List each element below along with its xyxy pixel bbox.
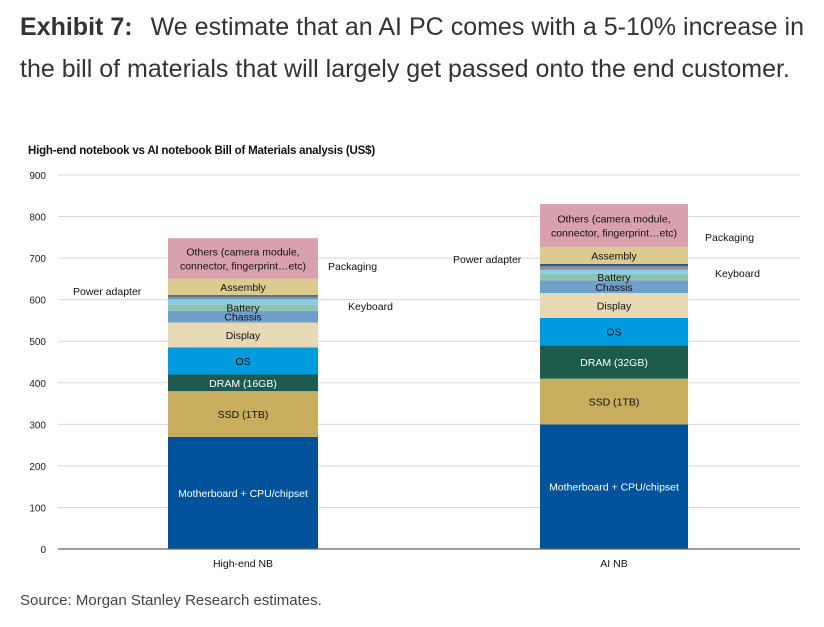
segment-label-assembly: Assembly [591, 250, 637, 262]
y-tick-label: 500 [29, 337, 46, 348]
x-tick-label: AI NB [600, 558, 627, 570]
segment-label-battery: Battery [226, 303, 260, 315]
bar-segment-chassis [168, 310, 318, 323]
exhibit-text: We estimate that an AI PC comes with a 5… [20, 13, 805, 83]
segment-label-others: connector, fingerprint…etc) [551, 227, 677, 239]
bar-segment-others [540, 204, 688, 247]
bar-segment-chassis [540, 280, 688, 294]
segment-label-others: Others (camera module, [557, 213, 670, 225]
segment-label-dram: DRAM (16GB) [209, 378, 277, 390]
bar-segment-packaging [540, 263, 688, 267]
exhibit-heading: Exhibit 7: We estimate that an AI PC come… [20, 6, 804, 90]
outside-label-keyboard: Keyboard [348, 301, 393, 313]
bar-segment-os [168, 347, 318, 375]
segment-label-motherboard: Motherboard + CPU/chipset [178, 488, 308, 500]
segment-label-motherboard: Motherboard + CPU/chipset [549, 482, 679, 494]
bar-segment-assembly [540, 246, 688, 264]
segment-label-chassis: Chassis [595, 282, 632, 294]
y-tick-label: 700 [29, 254, 46, 265]
y-tick-label: 800 [29, 213, 46, 224]
segment-label-assembly: Assembly [220, 282, 266, 294]
y-tick-label: 900 [29, 171, 46, 182]
outside-label-keyboard: Keyboard [715, 268, 760, 280]
segment-label-others: connector, fingerprint…etc) [180, 260, 306, 272]
bar-segment-battery [168, 304, 318, 311]
segment-label-os: OS [235, 356, 250, 368]
exhibit-label: Exhibit 7: [20, 13, 133, 41]
segment-label-others: Others (camera module, [186, 246, 299, 258]
bar-segment-keyboard [168, 299, 318, 305]
outside-label-power: Power adapter [453, 254, 522, 266]
bar-segment-os [540, 317, 688, 346]
bar-segment-display [168, 322, 318, 348]
bar-segment-others [168, 238, 318, 279]
source-note: Source: Morgan Stanley Research estimate… [20, 592, 322, 609]
outside-label-packaging: Packaging [705, 232, 754, 244]
bar-segment-battery [540, 273, 688, 281]
chart-title: High-end notebook vs AI notebook Bill of… [28, 145, 375, 157]
segment-label-chassis: Chassis [224, 312, 261, 324]
y-tick-label: 100 [29, 503, 46, 514]
bar-segment-ssd [540, 378, 688, 425]
bar-segment-dram [540, 345, 688, 379]
bar-segment-display [540, 293, 688, 318]
bar-segment-packaging [168, 295, 318, 297]
bar-segment-assembly [168, 278, 318, 296]
segment-label-battery: Battery [597, 272, 631, 284]
bar-segment-motherboard [540, 424, 688, 549]
y-tick-label: 200 [29, 462, 46, 473]
bar-segment-dram [168, 374, 318, 392]
y-tick-label: 600 [29, 296, 46, 307]
bar-segment-power [168, 296, 318, 300]
outside-label-power: Power adapter [73, 286, 142, 298]
bar-segment-ssd [168, 391, 318, 437]
segment-label-display: Display [597, 300, 632, 312]
y-tick-label: 300 [29, 420, 46, 431]
outside-label-packaging: Packaging [328, 261, 377, 273]
segment-label-display: Display [226, 330, 261, 342]
x-tick-label: High-end NB [213, 558, 273, 570]
bar-segment-keyboard [540, 269, 688, 274]
bar-segment-motherboard [168, 436, 318, 549]
segment-label-ssd: SSD (1TB) [218, 409, 269, 421]
segment-label-dram: DRAM (32GB) [580, 357, 648, 369]
y-tick-label: 0 [40, 545, 46, 556]
bar-segment-power [540, 266, 688, 270]
y-tick-label: 400 [29, 379, 46, 390]
segment-label-ssd: SSD (1TB) [589, 396, 640, 408]
segment-label-os: OS [606, 327, 621, 339]
